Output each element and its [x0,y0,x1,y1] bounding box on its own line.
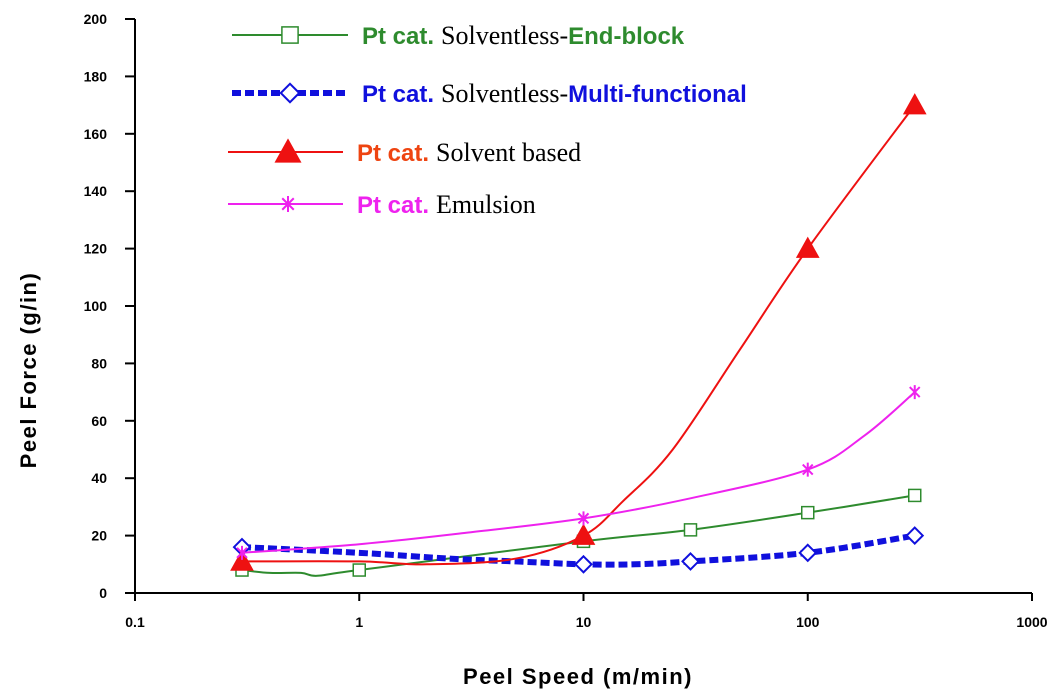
legend-label: Pt cat. Solventless-End-block [362,21,685,50]
data-point [907,488,922,503]
legend-label: Pt cat. Emulsion [357,190,536,219]
data-point [683,523,698,537]
legend-item-4: Pt cat. Emulsion [228,190,536,219]
data-point [577,511,590,526]
legend-label-prefix: Pt cat. [357,192,429,219]
legend-label-text: Solventless- [441,79,568,108]
data-point [902,93,927,115]
series-4 [236,385,921,560]
legend-item-1: Pt cat. Solventless-End-block [232,21,685,50]
y-tick-label: 20 [91,528,107,544]
y-tick-label: 40 [91,470,107,486]
plot-area [230,93,927,577]
data-point [905,526,925,546]
legend-label-suffix: End-block [568,23,685,50]
legend-item-2: Pt cat. Solventless-Multi-functional [232,79,747,108]
legend-item-3: Pt cat. Solvent based [228,138,581,167]
y-tick-label: 60 [91,413,107,429]
legend-label-text: Solventless- [441,21,568,50]
legend-label-prefix: Pt cat. [357,140,429,167]
data-point [801,505,815,520]
x-tick-label: 100 [796,614,820,630]
data-point [279,82,301,104]
data-point [798,543,818,563]
data-point [281,195,295,213]
legend-label-prefix: Pt cat. [362,23,434,50]
y-tick-label: 120 [84,241,108,257]
x-tick-label: 0.1 [125,614,145,630]
x-tick-label: 1 [355,614,363,630]
data-point [281,26,299,44]
data-point [230,549,254,571]
y-tick-label: 80 [91,355,107,371]
legend-label-text: Emulsion [436,190,536,219]
x-tick-label: 10 [576,614,592,630]
y-tick-label: 0 [99,585,107,601]
y-tick-label: 180 [84,68,108,84]
series-2 [232,526,925,574]
x-tick-label: 1000 [1016,614,1047,630]
data-point [795,236,820,258]
data-point [681,552,700,571]
data-point [574,554,593,574]
data-point [909,385,921,400]
legend-label: Pt cat. Solvent based [357,138,581,167]
legend-label-suffix: Multi-functional [568,81,747,108]
axes: 0 20 40 60 80 100 120 140 160 180 200 0.1 1 10 100 1000 [84,11,1048,630]
legend-label-prefix: Pt cat. [362,81,434,108]
y-axis-title: Peel Force (g/in) [16,272,41,469]
series-3 [230,93,927,571]
legend-label-text: Solvent based [436,138,581,167]
legend-label: Pt cat. Solventless-Multi-functional [362,79,747,108]
series-line [241,104,916,566]
series-line [241,391,916,554]
data-point [274,138,302,163]
data-point [236,545,248,560]
x-axis-title: Peel Speed (m/min) [463,664,693,689]
y-tick-label: 200 [84,11,108,27]
y-tick-label: 140 [84,183,108,199]
data-point [802,462,814,477]
y-tick-label: 160 [84,126,108,142]
y-tick-label: 100 [84,298,108,314]
data-point [352,563,366,577]
data-point [571,523,596,545]
